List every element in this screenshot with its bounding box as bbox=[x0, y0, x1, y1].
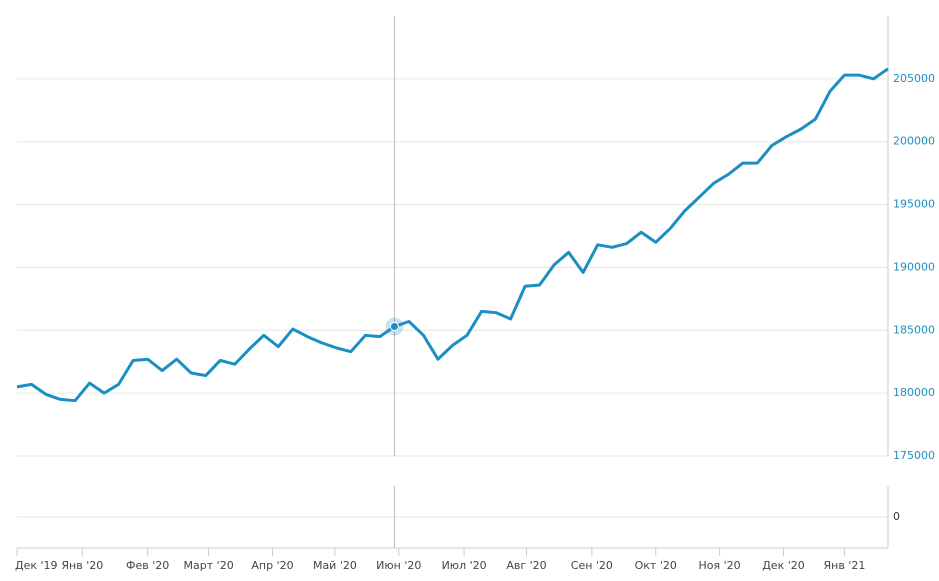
y-tick-label: 0 bbox=[893, 510, 900, 523]
y-tick-label: 190000 bbox=[893, 260, 935, 273]
x-tick-label: Июн '20 bbox=[376, 559, 421, 572]
y-tick-label: 205000 bbox=[893, 72, 935, 85]
x-tick-label: Ноя '20 bbox=[699, 559, 741, 572]
y-tick-label: 180000 bbox=[893, 386, 935, 399]
x-tick-label: Авг '20 bbox=[506, 559, 546, 572]
y-tick-label: 200000 bbox=[893, 135, 935, 148]
line bbox=[16, 67, 889, 403]
x-tick-label: Апр '20 bbox=[251, 559, 293, 572]
x-tick-label: Дек '19 bbox=[15, 559, 58, 572]
x-tick-label: Дек '20 bbox=[762, 559, 805, 572]
y-tick-label: 175000 bbox=[893, 449, 935, 462]
x-tick-label: Сен '20 bbox=[571, 559, 613, 572]
x-tick-label: Май '20 bbox=[313, 559, 357, 572]
y-tick-label: 185000 bbox=[893, 323, 935, 336]
x-tick-label: Июл '20 bbox=[442, 559, 487, 572]
x-tick-label: Окт '20 bbox=[635, 559, 677, 572]
y-tick-label: 195000 bbox=[893, 198, 935, 211]
x-tick-label: Март '20 bbox=[184, 559, 234, 572]
x-tick-label: Янв '20 bbox=[61, 559, 103, 572]
x-tick-label: Фев '20 bbox=[126, 559, 169, 572]
hover-point bbox=[389, 322, 399, 332]
x-tick-label: Янв '21 bbox=[824, 559, 866, 572]
